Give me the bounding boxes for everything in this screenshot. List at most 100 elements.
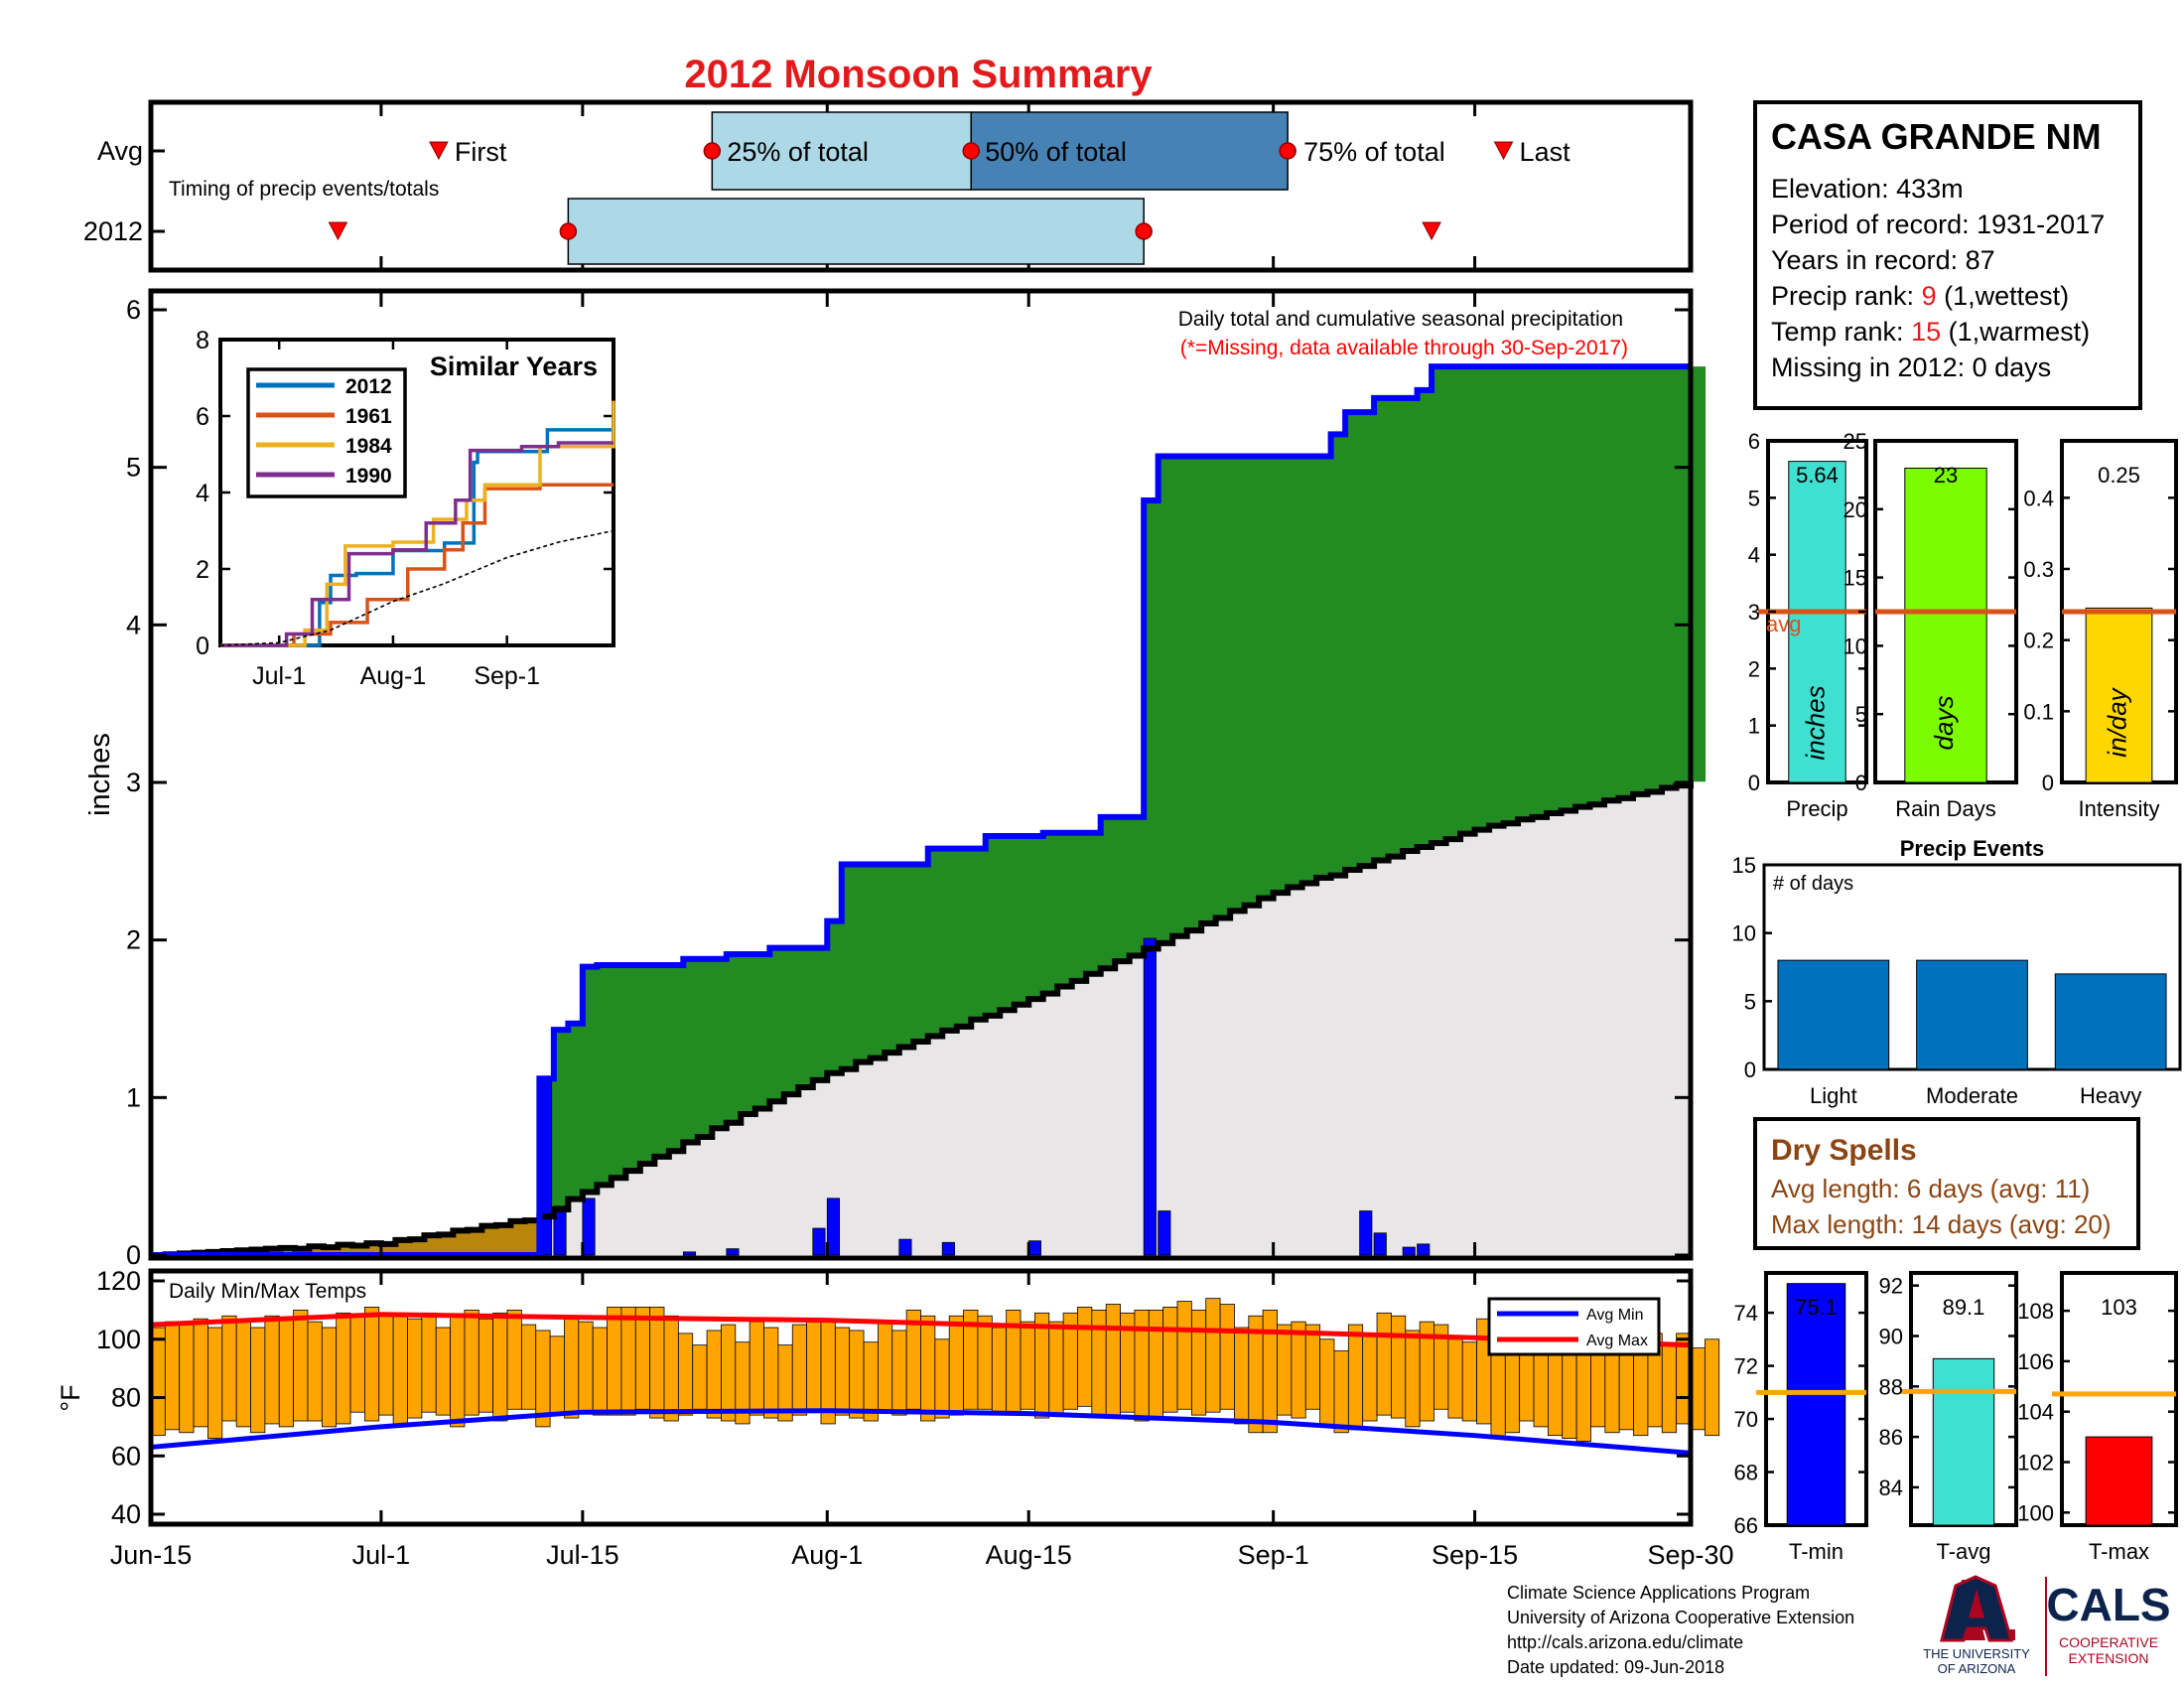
cals-sub-1: COOPERATIVE — [2059, 1634, 2158, 1650]
timing-row-2012-label: 2012 — [83, 216, 143, 246]
inset-xtick-label: Aug-1 — [360, 662, 427, 690]
precip-events-ylabel-note: # of days — [1773, 873, 1853, 895]
rain-days-ytick-label: 25 — [1843, 429, 1867, 454]
daily-temp-bar — [692, 1344, 708, 1410]
2012-box-25-75 — [567, 198, 1145, 265]
daily-precip-bar — [582, 1197, 596, 1256]
rain-days-value-label: 23 — [1934, 463, 1958, 488]
daily-temp-bar — [549, 1336, 565, 1416]
t-avg-ytick-label: 88 — [1879, 1374, 1903, 1399]
daily-temp-bar — [891, 1330, 907, 1416]
2012-75-marker — [1135, 222, 1153, 240]
t-min-ytick-label: 72 — [1734, 1354, 1758, 1379]
daily-temp-bar — [1333, 1350, 1349, 1434]
daily-temp-bar — [193, 1318, 208, 1428]
precip-ytick-label: 5 — [126, 453, 141, 483]
temps-ytick-label: 40 — [111, 1499, 141, 1529]
daily-temp-bar — [407, 1318, 423, 1419]
t-avg-name-label: T-avg — [1936, 1539, 1990, 1564]
station-precip-rank: Precip rank: 9 (1,wettest) — [1771, 281, 2069, 311]
t-min-ytick-label: 74 — [1734, 1301, 1758, 1326]
daily-temp-bar — [1362, 1336, 1378, 1422]
avg-cumulative-area — [151, 781, 1691, 1255]
ua-line-1: THE UNIVERSITY — [1923, 1646, 2030, 1661]
dry-spells-avg-length: Avg length: 6 days (avg: 11) — [1771, 1174, 2090, 1203]
t-max-ytick-label: 106 — [2017, 1349, 2054, 1374]
university-of-arizona-logo: THE UNIVERSITY OF ARIZONA — [1923, 1575, 2030, 1676]
t-min-name-label: T-min — [1789, 1539, 1843, 1564]
daily-precip-bar — [1158, 1210, 1171, 1256]
temps-ytick-label: 100 — [96, 1325, 141, 1354]
dry-spells-title: Dry Spells — [1771, 1134, 1917, 1167]
station-name: CASA GRANDE NM — [1771, 116, 2102, 157]
precip-ytick-label: 0 — [1748, 771, 1760, 795]
precip-annotation-1: Daily total and cumulative seasonal prec… — [1178, 308, 1623, 331]
daily-temp-bar — [264, 1315, 280, 1425]
daily-temp-bar — [378, 1312, 394, 1416]
inset-legend-label-2012: 2012 — [345, 375, 392, 398]
daily-temp-bar — [721, 1324, 737, 1422]
station-elevation: Elevation: 433m — [1771, 174, 1964, 204]
station-years: Years in record: 87 — [1771, 245, 1995, 275]
precip-ylabel: inches — [84, 733, 116, 816]
daily-precip-bar — [1027, 1240, 1041, 1256]
daily-temp-bar — [1704, 1338, 1720, 1437]
t-max-name-label: T-max — [2089, 1539, 2149, 1564]
daily-temp-bar — [1105, 1304, 1121, 1416]
daily-temp-bar — [849, 1330, 865, 1419]
above-average-area — [539, 366, 1706, 1217]
intensity-unit-label: in/day — [2102, 686, 2131, 757]
inset-ytick-label: 4 — [196, 480, 209, 507]
rain-days-name-label: Rain Days — [1895, 796, 1995, 821]
inset-xtick-label: Jul-1 — [252, 662, 306, 690]
station-missing: Missing in 2012: 0 days — [1771, 352, 2051, 382]
daily-temp-bar — [592, 1327, 608, 1416]
precip-events-label-heavy: Heavy — [2080, 1083, 2141, 1108]
avg-25-marker — [703, 142, 722, 160]
inset-ytick-label: 0 — [196, 633, 209, 660]
intensity-ytick-label: 0 — [2042, 771, 2054, 795]
cals-logo: CALS COOPERATIVE EXTENSION — [2046, 1579, 2170, 1666]
inset-xtick-label: Sep-1 — [474, 662, 540, 690]
daily-temp-bar — [878, 1321, 893, 1413]
daily-temp-bar — [1277, 1324, 1293, 1416]
temps-ylabel: °F — [56, 1384, 85, 1411]
daily-temp-bar — [1148, 1309, 1164, 1419]
2012-last-marker — [1422, 221, 1441, 241]
precip-unit-label: inches — [1800, 685, 1830, 760]
temps-panel: 40 60 80 100 120 Jun-15 Jul-1 Jul-15 Aug-1 Aug-15… — [56, 1266, 1734, 1570]
avg-first-marker — [429, 141, 449, 161]
t-min-bar — [1786, 1283, 1846, 1526]
t-avg-ytick-label: 84 — [1879, 1476, 1903, 1500]
daily-temp-bar — [221, 1315, 237, 1422]
station-temp-rank: Temp rank: 15 (1,warmest) — [1771, 317, 2090, 347]
rain-days-unit-label: days — [1929, 696, 1959, 751]
daily-temp-bar — [506, 1309, 522, 1410]
station-period: Period of record: 1931-2017 — [1771, 210, 2105, 239]
avg-last-label: Last — [1520, 137, 1571, 167]
precip-avg-label: avg — [1766, 612, 1801, 636]
precip-annotation-2: (*=Missing, data available through 30-Se… — [1180, 337, 1628, 359]
daily-temp-bar — [207, 1327, 223, 1440]
block-a-outline-icon — [1940, 1575, 2013, 1642]
daily-temp-bar — [763, 1327, 779, 1419]
intensity-bar — [2085, 607, 2153, 783]
daily-temp-bar — [321, 1327, 338, 1428]
precip-name-label: Precip — [1786, 796, 1847, 821]
inset-legend-label-1990: 1990 — [345, 465, 392, 488]
footer-credits: Climate Science Applications Program Uni… — [1507, 1583, 1854, 1677]
daily-temp-bar — [634, 1307, 651, 1410]
daily-temp-bar — [706, 1330, 722, 1419]
daily-temp-bar — [991, 1327, 1008, 1416]
t-max-ytick-label: 100 — [2017, 1500, 2054, 1525]
precip-ytick-label: 6 — [126, 295, 141, 325]
daily-temp-bar — [307, 1321, 323, 1422]
daily-temp-bar — [421, 1312, 437, 1413]
daily-temp-bar — [620, 1307, 636, 1416]
t-avg-value-label: 89.1 — [1943, 1295, 1985, 1320]
daily-temp-bar — [179, 1324, 195, 1434]
precip-events-bar-moderate — [1916, 959, 2028, 1070]
2012-first-marker — [328, 221, 348, 241]
temps-xtick-label: Sep-1 — [1238, 1540, 1309, 1570]
daily-temp-bar — [1020, 1321, 1035, 1410]
